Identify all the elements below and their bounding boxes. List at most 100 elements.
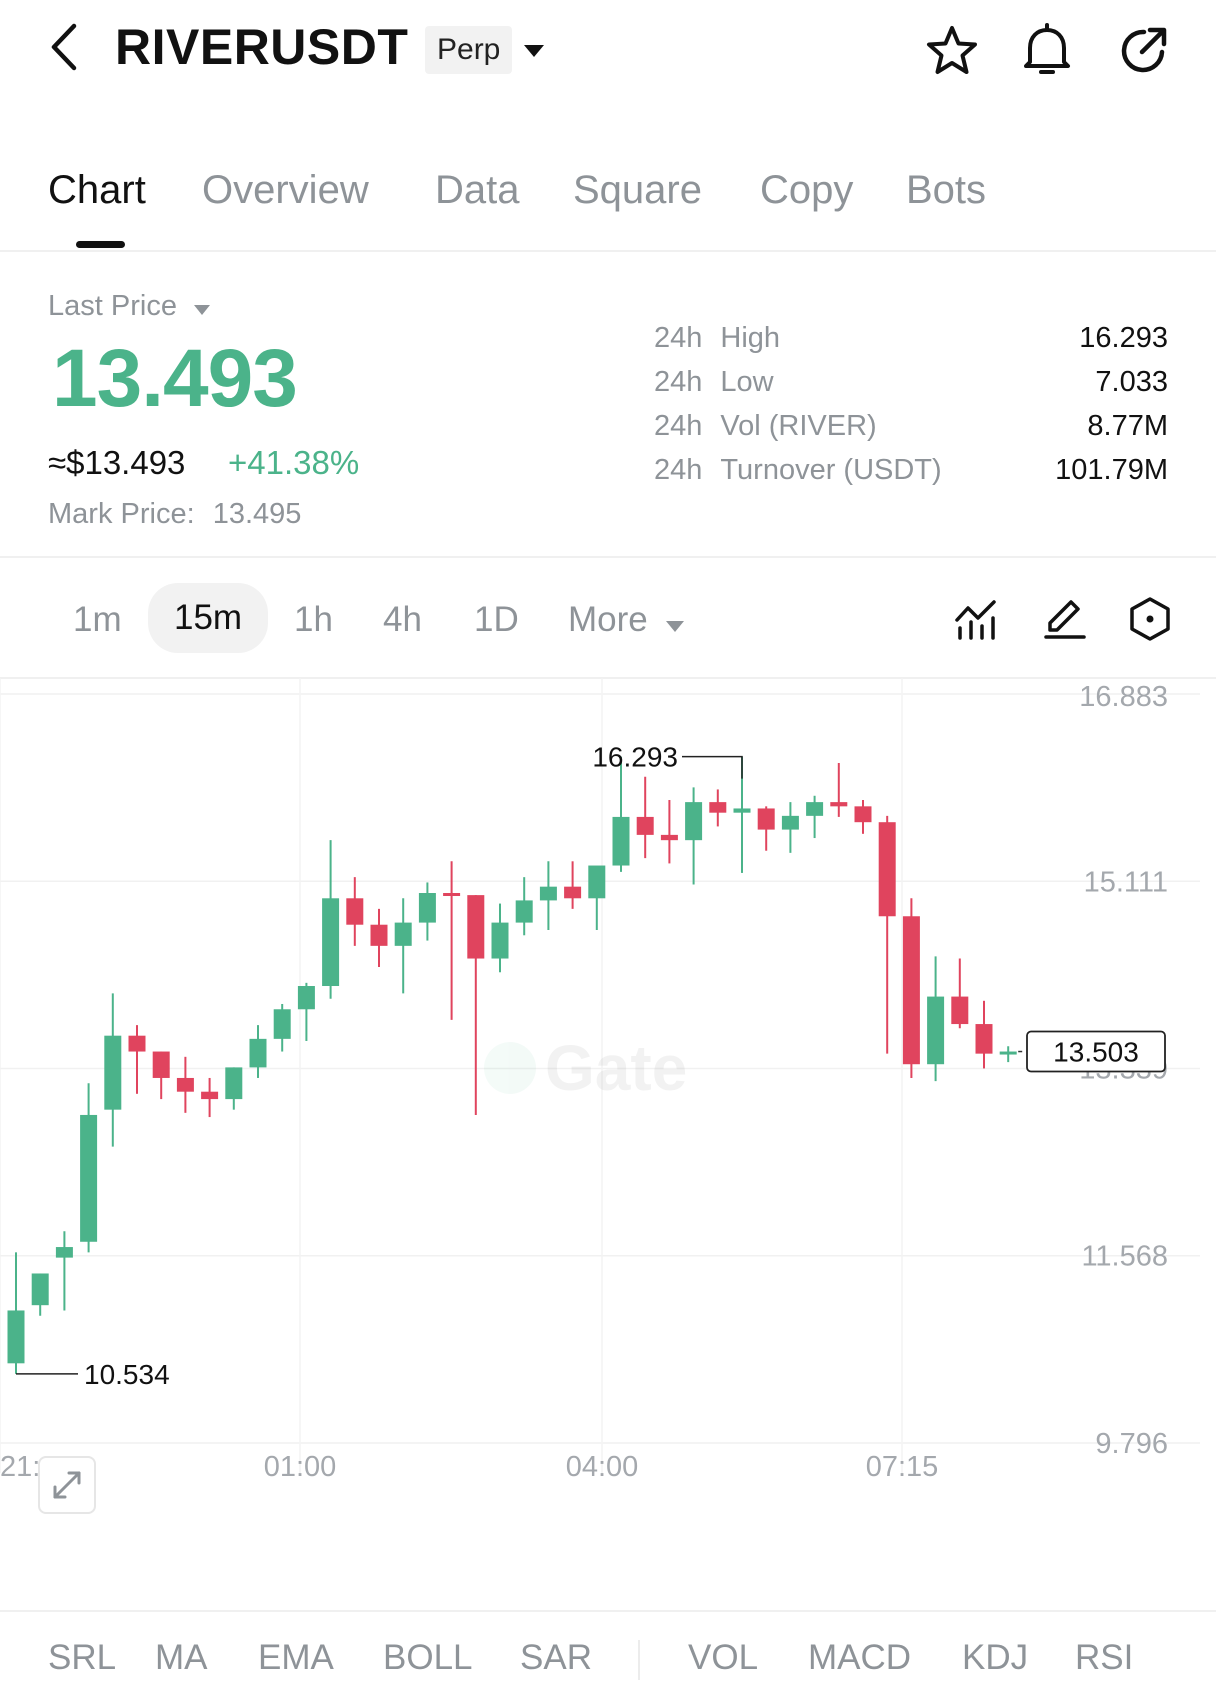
- low-price-label: 10.534: [84, 1359, 170, 1390]
- candle: [176, 1056, 194, 1113]
- candle-body: [878, 822, 896, 917]
- candle-body: [975, 1024, 993, 1054]
- indicator-separator: [638, 1640, 640, 1680]
- indicator-srl[interactable]: SRL: [48, 1638, 117, 1677]
- candle-body: [927, 996, 945, 1065]
- candle: [854, 800, 872, 834]
- page-title[interactable]: RIVERUSDT: [115, 19, 409, 75]
- tab-square[interactable]: Square: [573, 168, 702, 212]
- candle-body: [418, 893, 436, 923]
- watermark-logo: Gate: [484, 1032, 687, 1104]
- candle-body: [249, 1038, 267, 1068]
- indicator-vol[interactable]: VOL: [688, 1638, 759, 1677]
- indicator-sar[interactable]: SAR: [520, 1638, 592, 1677]
- indicator-icon[interactable]: [954, 598, 998, 640]
- candle: [564, 861, 582, 909]
- candles: [7, 756, 1017, 1374]
- stat-turnover-label: 24h Turnover (USDT): [654, 454, 942, 486]
- bell-icon[interactable]: [1020, 22, 1074, 78]
- candle: [322, 840, 340, 999]
- interval-1m[interactable]: 1m: [73, 600, 122, 639]
- settings-hexagon-icon[interactable]: [1128, 596, 1172, 642]
- candle: [636, 776, 654, 859]
- x-tick-label: 01:00: [264, 1451, 337, 1483]
- indicator-kdj[interactable]: KDJ: [962, 1638, 1029, 1677]
- candle-body: [467, 895, 485, 959]
- candle: [757, 806, 775, 851]
- candle-body: [491, 922, 509, 959]
- candle: [201, 1077, 219, 1118]
- mark-price: Mark Price: 13.495: [48, 498, 301, 531]
- candle-body: [55, 1247, 73, 1258]
- mark-price-label: Mark Price:: [48, 498, 195, 530]
- indicator-macd[interactable]: MACD: [808, 1638, 912, 1677]
- candle-body: [830, 802, 848, 807]
- x-tick-label: 07:15: [866, 1451, 939, 1483]
- candle-body: [515, 900, 533, 923]
- candle-body: [564, 886, 582, 899]
- more-intervals[interactable]: More: [568, 600, 685, 642]
- star-icon[interactable]: [925, 24, 979, 78]
- indicator-ma[interactable]: MA: [155, 1638, 208, 1677]
- more-label: More: [568, 600, 648, 639]
- interval-1d[interactable]: 1D: [474, 600, 519, 639]
- candle-body: [588, 865, 606, 899]
- stat-turnover-value: 101.79M: [1055, 454, 1168, 486]
- candle-body: [902, 916, 920, 1065]
- candle-body: [781, 815, 799, 830]
- candle-body: [685, 802, 703, 841]
- interval-4h[interactable]: 4h: [383, 600, 422, 639]
- indicator-ema[interactable]: EMA: [258, 1638, 334, 1677]
- candle: [709, 789, 727, 827]
- candle-body: [394, 922, 412, 946]
- share-icon[interactable]: [1116, 24, 1170, 78]
- candle: [128, 1025, 146, 1094]
- tabs-divider: [0, 250, 1216, 252]
- mark-price-value: 13.495: [212, 498, 302, 530]
- candle: [588, 865, 606, 930]
- interval-15m[interactable]: 15m: [148, 583, 269, 653]
- candle: [806, 795, 824, 839]
- tab-data[interactable]: Data: [435, 168, 520, 212]
- candle-body: [636, 816, 654, 835]
- candle: [612, 756, 630, 872]
- candle: [31, 1273, 49, 1316]
- candle: [394, 898, 412, 994]
- last-price-label[interactable]: Last Price: [48, 290, 211, 324]
- candle-body: [104, 1035, 122, 1110]
- tab-copy[interactable]: Copy: [760, 168, 854, 212]
- indicator-boll[interactable]: BOLL: [383, 1638, 473, 1677]
- interval-divider: [0, 677, 1216, 679]
- candle-body: [322, 898, 340, 987]
- chevron-down-icon: [665, 602, 685, 642]
- dropdown-caret-icon[interactable]: [522, 43, 546, 59]
- candle: [902, 898, 920, 1078]
- candle: [297, 982, 315, 1041]
- contract-type-badge[interactable]: Perp: [425, 26, 513, 74]
- stat-low-value: 7.033: [1095, 366, 1168, 398]
- candle-body: [152, 1051, 170, 1078]
- candle: [927, 956, 945, 1082]
- candle-body: [854, 806, 872, 823]
- candle: [370, 908, 388, 967]
- back-arrow-icon[interactable]: [46, 22, 80, 72]
- candle: [273, 1003, 291, 1052]
- candle-body: [370, 924, 388, 946]
- expand-chart-button[interactable]: [38, 1456, 96, 1514]
- candle-body: [733, 808, 751, 813]
- candle: [999, 1046, 1017, 1063]
- usd-price: ≈$13.493: [48, 444, 186, 481]
- stat-high-value: 16.293: [1079, 322, 1168, 354]
- current-price-label: 13.503: [1053, 1037, 1139, 1068]
- candle-body: [297, 986, 315, 1010]
- tab-overview[interactable]: Overview: [202, 168, 369, 212]
- tab-chart[interactable]: Chart: [48, 168, 146, 212]
- candle: [685, 787, 703, 885]
- watermark-text: Gate: [545, 1032, 687, 1104]
- candle-body: [225, 1067, 243, 1100]
- tab-bots[interactable]: Bots: [906, 168, 987, 212]
- interval-1h[interactable]: 1h: [294, 600, 333, 639]
- indicator-rsi[interactable]: RSI: [1075, 1638, 1134, 1677]
- pencil-draw-icon[interactable]: [1042, 596, 1086, 640]
